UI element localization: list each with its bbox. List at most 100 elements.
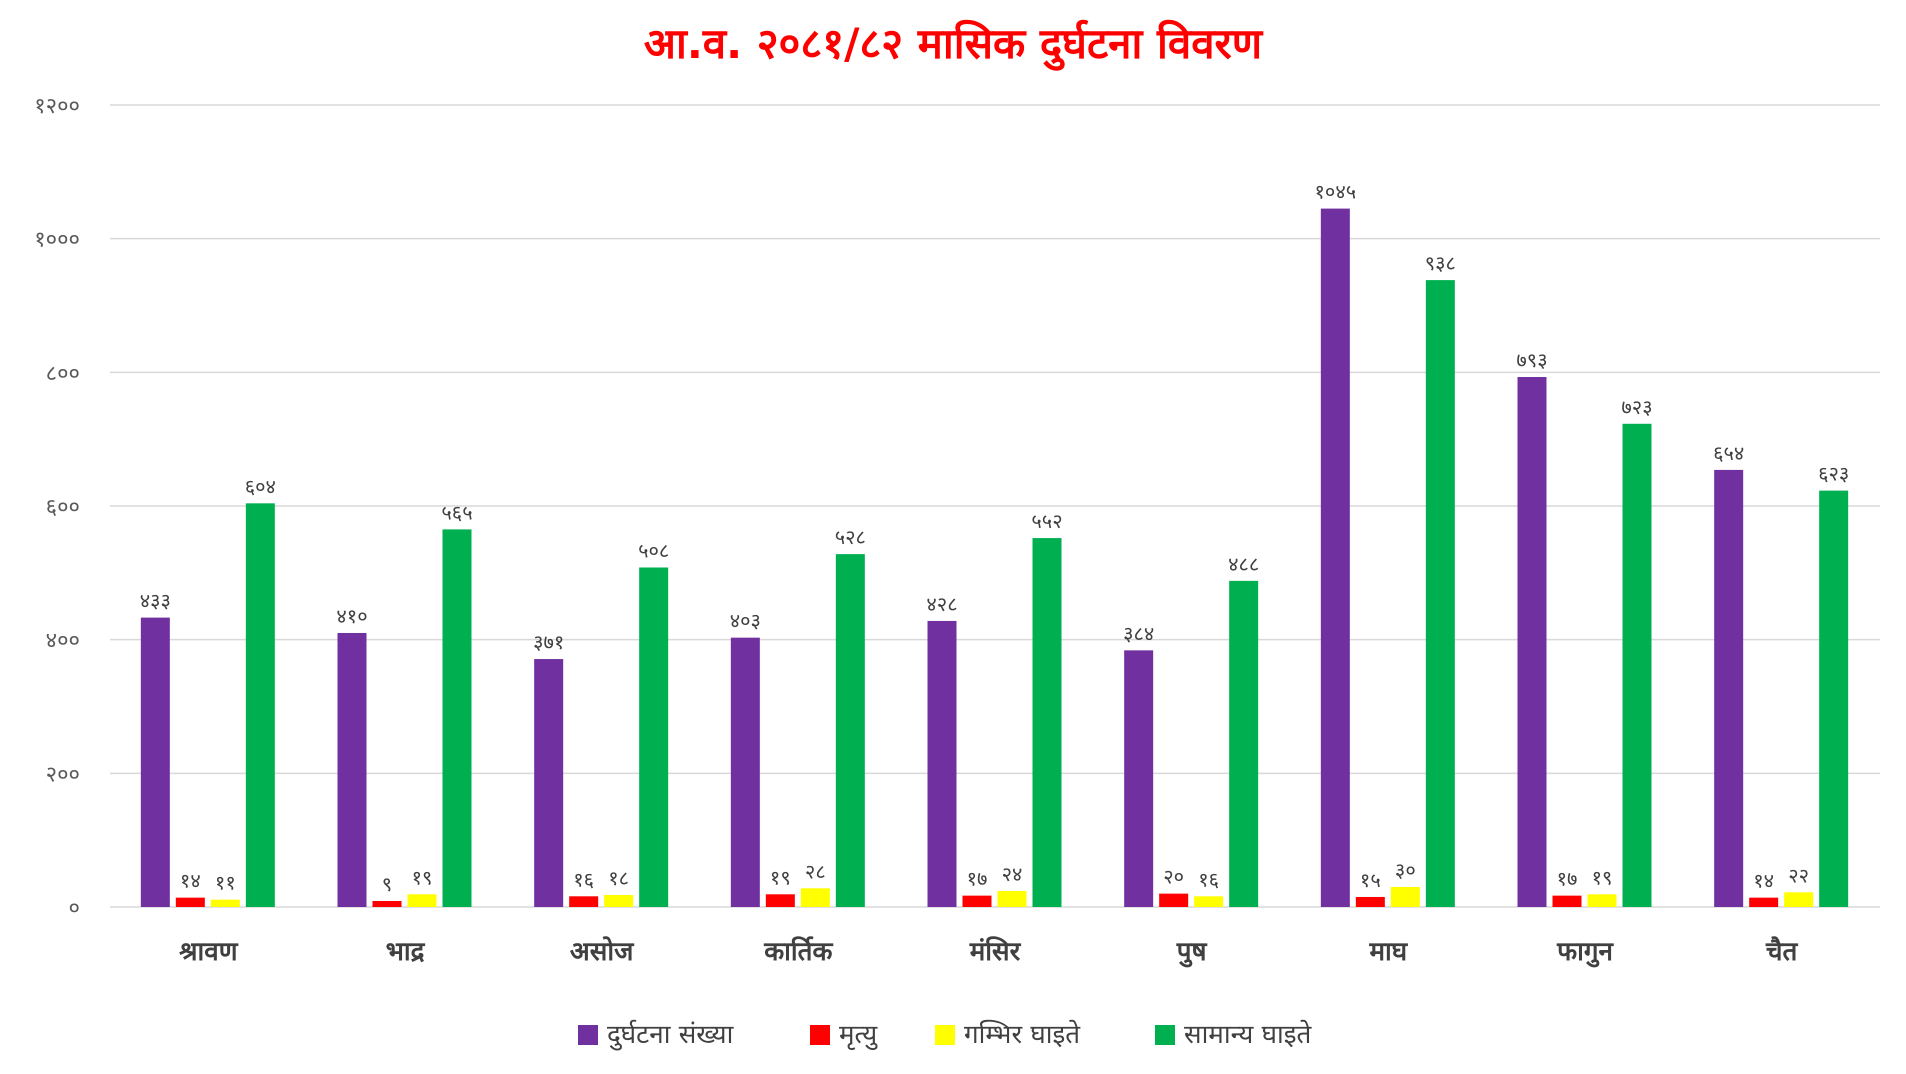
bar xyxy=(835,554,865,907)
legend-swatch xyxy=(1155,1025,1175,1045)
bar xyxy=(604,894,634,907)
bar xyxy=(569,896,599,907)
data-label: ६५४ xyxy=(1713,441,1744,465)
data-label: १९ xyxy=(1592,865,1613,889)
y-tick-label: ० xyxy=(69,896,80,921)
y-axis: ० २०० ४०० ६०० ८०० १००० १२०० xyxy=(34,94,80,921)
data-label: ११ xyxy=(215,871,236,895)
data-label: २० xyxy=(1163,865,1184,889)
data-label: ५०८ xyxy=(638,538,669,562)
x-tick-label: पुष xyxy=(1176,937,1208,968)
bar xyxy=(210,899,240,907)
y-tick-label: ८०० xyxy=(46,361,80,386)
bar xyxy=(337,632,367,907)
data-label: १९ xyxy=(412,865,433,889)
data-label: २८ xyxy=(805,859,826,883)
data-label: ९ xyxy=(382,872,392,896)
bar xyxy=(1819,490,1849,907)
bars xyxy=(140,208,1849,907)
legend-label: मृत्यु xyxy=(839,1020,878,1050)
bar xyxy=(1124,650,1154,907)
bar xyxy=(1159,893,1189,907)
data-label: १६ xyxy=(573,867,594,891)
data-label: १५ xyxy=(1360,868,1381,892)
bar xyxy=(442,529,472,907)
data-label: १४ xyxy=(1753,869,1774,893)
bar xyxy=(1320,208,1350,907)
data-label: ३० xyxy=(1395,858,1416,882)
legend-swatch xyxy=(578,1025,598,1045)
y-tick-label: ४०० xyxy=(46,629,80,654)
data-label: २२ xyxy=(1788,863,1809,887)
data-label: ७९३ xyxy=(1516,348,1547,372)
data-label: १६ xyxy=(1198,867,1219,891)
data-label: ३७१ xyxy=(533,630,564,654)
legend-swatch xyxy=(810,1025,830,1045)
y-tick-label: १२०० xyxy=(34,94,80,119)
legend: दुर्घटना संख्या मृत्यु गम्भिर घाइते सामान्य… xyxy=(578,1019,1312,1051)
bar xyxy=(1517,377,1547,907)
y-tick-label: १००० xyxy=(34,228,80,253)
x-tick-label: मंसिर xyxy=(969,936,1022,967)
bar xyxy=(1622,423,1652,907)
x-tick-label: श्रावण xyxy=(179,937,239,967)
data-label: ४३३ xyxy=(140,589,171,613)
bar xyxy=(175,897,205,907)
bar xyxy=(1784,892,1814,907)
data-label: १८ xyxy=(608,866,629,890)
bar xyxy=(1587,894,1617,907)
x-tick-label: चैत xyxy=(1765,936,1799,967)
bar xyxy=(927,620,957,907)
data-label: ४८८ xyxy=(1228,552,1259,576)
legend-swatch xyxy=(935,1025,955,1045)
bar xyxy=(765,894,795,907)
bar xyxy=(1425,280,1455,907)
bar xyxy=(962,895,992,907)
bar xyxy=(1355,896,1385,907)
x-axis: श्रावण भाद्र असोज कार्तिक मंसिर पुष माघ फागुन चै… xyxy=(179,936,1798,968)
bar xyxy=(1229,580,1259,907)
data-label: ३८४ xyxy=(1123,621,1154,645)
bar xyxy=(730,637,760,907)
data-label: ६०४ xyxy=(245,474,276,498)
data-label: ९३८ xyxy=(1425,251,1456,275)
data-labels: ४३३ १४ ११ ६०४ ४१० ९ १९ ५६५ ३७१ १६ १८ ५०८ ४०३ १९ २८ ५२८ ४… xyxy=(140,180,1850,896)
data-label: ७२३ xyxy=(1621,395,1652,419)
legend-label: गम्भिर घाइते xyxy=(964,1019,1081,1050)
legend-label: दुर्घटना संख्या xyxy=(607,1019,735,1051)
bar xyxy=(372,900,402,907)
x-tick-label: कार्तिक xyxy=(763,936,833,967)
bar xyxy=(1749,897,1779,907)
bar xyxy=(1390,886,1420,907)
x-tick-label: असोज xyxy=(570,936,635,967)
x-tick-label: फागुन xyxy=(1556,937,1614,968)
data-label: १७ xyxy=(967,867,988,891)
data-label: १९ xyxy=(770,865,791,889)
x-tick-label: भाद्र xyxy=(386,937,426,967)
bar xyxy=(407,894,437,907)
data-label: ५५२ xyxy=(1031,509,1062,533)
data-label: ५६५ xyxy=(441,500,472,524)
bar xyxy=(1032,538,1062,907)
bar xyxy=(534,659,564,907)
bar xyxy=(800,888,830,907)
data-label: ६२३ xyxy=(1818,462,1849,486)
y-tick-label: २०० xyxy=(46,762,80,787)
bar xyxy=(140,617,170,907)
chart-title: आ.व. २०८१/८२ मासिक दुर्घटना विवरण xyxy=(644,19,1264,71)
bar xyxy=(1194,896,1224,907)
legend-label: सामान्य घाइते xyxy=(1184,1019,1312,1050)
bar xyxy=(245,503,275,907)
data-label: ४२८ xyxy=(926,592,957,616)
data-label: ४०३ xyxy=(730,609,761,633)
data-label: २४ xyxy=(1002,862,1023,886)
bar xyxy=(1714,469,1744,907)
gridlines xyxy=(110,104,1880,908)
y-tick-label: ६०० xyxy=(46,495,80,520)
data-label: १०४५ xyxy=(1315,180,1357,204)
data-label: १७ xyxy=(1557,867,1578,891)
bar xyxy=(639,567,669,907)
x-tick-label: माघ xyxy=(1369,937,1409,967)
bar xyxy=(1552,895,1582,907)
